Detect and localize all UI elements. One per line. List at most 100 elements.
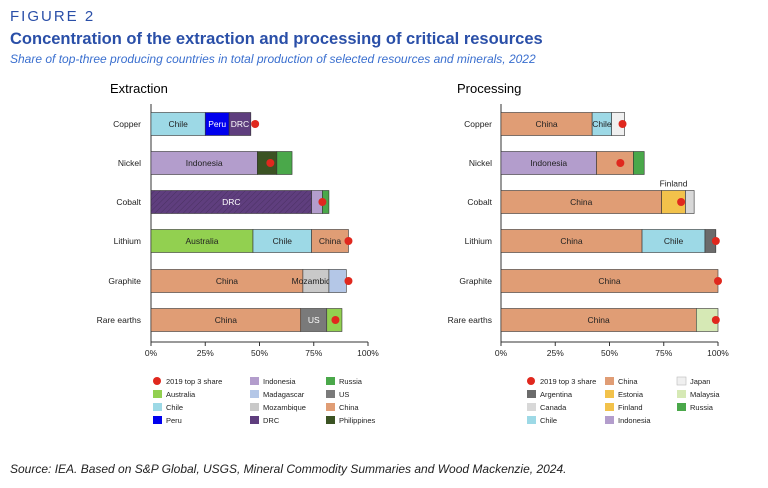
chart-processing-rare-earths-marker-2019	[711, 316, 720, 324]
chart-processing-legend-indonesia-swatch	[605, 416, 614, 424]
chart-processing-cobalt-annotation: Finland	[660, 179, 688, 189]
chart-processing-nickel-bar-label-indonesia: Indonesia	[530, 158, 567, 168]
chart-processing-legend-estonia-swatch	[605, 390, 614, 398]
chart-extraction-cobalt-marker-2019	[318, 198, 327, 206]
chart-processing-nickel-marker-2019	[616, 159, 625, 167]
chart-extraction-legend-australia-swatch	[153, 390, 162, 398]
chart-processing-cobalt-category-label: Cobalt	[467, 197, 492, 207]
chart-processing-legend-2019-top-3-share-label: 2019 top 3 share	[540, 377, 596, 386]
chart-processing-lithium-marker-2019	[711, 237, 720, 245]
chart-processing-legend-china-label: China	[618, 377, 638, 386]
chart-extraction-lithium-marker-2019	[344, 237, 353, 245]
chart-processing-cobalt-bar-label-china: China	[570, 197, 592, 207]
chart-extraction-legend-madagascar-swatch	[250, 390, 259, 398]
figure-subtitle: Share of top-three producing countries i…	[10, 52, 536, 66]
chart-processing-graphite-marker-2019	[714, 277, 722, 285]
chart-extraction-graphite-bar-label-china: China	[216, 276, 238, 286]
chart-processing-x-tick-label: 75%	[655, 348, 672, 358]
figure-title: Concentration of the extraction and proc…	[10, 30, 543, 48]
chart-processing-legend-canada-label: Canada	[540, 403, 567, 412]
chart-processing-rare-earths-bar-label-china: China	[588, 315, 610, 325]
chart-extraction-legend-russia-swatch	[326, 377, 335, 385]
chart-processing-copper-bar-label-china: China	[535, 119, 557, 129]
chart-processing-nickel-bar-china	[596, 151, 634, 175]
chart-processing-legend-canada-swatch	[527, 403, 536, 411]
chart-extraction-legend-chile-label: Chile	[166, 403, 183, 412]
chart-processing-legend-finland-swatch	[605, 403, 614, 411]
chart-processing-legend-argentina-swatch	[527, 390, 536, 398]
chart-extraction-copper-bar-label-chile: Chile	[168, 119, 188, 129]
chart-processing-legend-japan-label: Japan	[690, 377, 710, 386]
chart-processing-legend-china-swatch	[605, 377, 614, 385]
chart-processing-legend-chile-label: Chile	[540, 416, 557, 425]
chart-extraction-legend-2019-top-3-share-swatch	[153, 377, 161, 385]
chart-extraction-legend-peru-label: Peru	[166, 416, 182, 425]
chart-extraction-x-tick-label: 75%	[305, 348, 322, 358]
chart-extraction-legend-mozambique-label: Mozambique	[263, 403, 306, 412]
chart-processing-legend-chile-swatch	[527, 416, 536, 424]
chart-extraction-x-tick-label: 100%	[357, 348, 379, 358]
chart-processing-x-tick-label: 50%	[601, 348, 618, 358]
chart-extraction-copper-bar-drc	[228, 112, 252, 136]
chart-processing-legend-malaysia-swatch	[677, 390, 686, 398]
chart-processing-legend-malaysia-label: Malaysia	[690, 390, 720, 399]
chart-extraction-copper-bar-label-peru: Peru	[208, 119, 226, 129]
chart-extraction-legend-indonesia-swatch	[250, 377, 259, 385]
chart-extraction-nickel-bar-label-indonesia: Indonesia	[186, 158, 223, 168]
chart-extraction-graphite-bar-madagascar	[328, 269, 347, 293]
chart-processing-title: Processing	[457, 81, 521, 96]
chart-extraction-nickel-marker-2019	[266, 159, 275, 167]
chart-extraction-legend-china-swatch	[326, 403, 335, 411]
chart-extraction-legend-australia-label: Australia	[166, 390, 196, 399]
chart-extraction-legend-us-swatch	[326, 390, 335, 398]
chart-extraction-legend-drc-label: DRC	[263, 416, 280, 425]
chart-processing-nickel-bar-russia	[633, 151, 645, 175]
chart-processing-copper-bar-label-chile: Chile	[592, 119, 612, 129]
chart-processing-x-tick-label: 25%	[547, 348, 564, 358]
chart-extraction-legend-philippines-label: Philippines	[339, 416, 376, 425]
chart-extraction-rare-earths-bar-label-us: US	[308, 315, 320, 325]
chart-processing-legend-russia-label: Russia	[690, 403, 714, 412]
chart-extraction-legend-philippines-swatch	[326, 416, 335, 424]
chart-extraction-cobalt-category-label: Cobalt	[116, 197, 141, 207]
chart-extraction-copper-bar-label-drc: DRC	[231, 119, 249, 129]
chart-extraction-rare-earths-marker-2019	[331, 316, 340, 324]
chart-processing-lithium-category-label: Lithium	[465, 236, 492, 246]
figure-label: FIGURE 2	[10, 8, 96, 25]
source-note: Source: IEA. Based on S&P Global, USGS, …	[10, 462, 567, 476]
chart-extraction-graphite-category-label: Graphite	[108, 276, 141, 286]
chart-extraction-x-tick-label: 50%	[251, 348, 268, 358]
chart-processing-legend-russia-swatch	[677, 403, 686, 411]
chart-extraction-legend-us-label: US	[339, 390, 349, 399]
chart-extraction-cobalt-bar-hatch	[151, 190, 312, 214]
chart-extraction-x-tick-label: 25%	[197, 348, 214, 358]
chart-extraction-legend-russia-label: Russia	[339, 377, 363, 386]
chart-extraction-legend-china-label: China	[339, 403, 359, 412]
chart-extraction-rare-earths-bar-label-china: China	[215, 315, 237, 325]
chart-extraction-legend-indonesia-label: Indonesia	[263, 377, 296, 386]
chart-processing-copper-category-label: Copper	[464, 119, 492, 129]
chart-extraction-legend-madagascar-label: Madagascar	[263, 390, 305, 399]
chart-processing-x-tick-label: 100%	[707, 348, 729, 358]
chart-processing-graphite-bar-label-china: China	[598, 276, 620, 286]
chart-processing-x-tick-label: 0%	[495, 348, 508, 358]
chart-extraction-legend-mozambique-swatch	[250, 403, 259, 411]
chart-extraction-cobalt-bar-label-drc: DRC	[222, 197, 240, 207]
chart-processing-rare-earths-category-label: Rare earths	[448, 315, 492, 325]
chart-extraction-legend-peru-swatch	[153, 416, 162, 424]
chart-processing-graphite-category-label: Graphite	[459, 276, 492, 286]
chart-extraction-nickel-category-label: Nickel	[118, 158, 141, 168]
chart-extraction-lithium-bar-label-china: China	[319, 236, 341, 246]
chart-processing-legend-argentina-label: Argentina	[540, 390, 573, 399]
chart-processing-cobalt-bar-canada	[685, 190, 695, 214]
chart-processing-lithium-bar-label-chile: Chile	[664, 236, 684, 246]
chart-extraction-x-tick-label: 0%	[145, 348, 158, 358]
chart-extraction-lithium-category-label: Lithium	[114, 236, 141, 246]
chart-extraction-legend-chile-swatch	[153, 403, 162, 411]
chart-processing-legend-finland-label: Finland	[618, 403, 643, 412]
chart-extraction-graphite-marker-2019	[344, 277, 353, 285]
chart-extraction-graphite-bar-label-mozambique: Mozambique	[292, 276, 341, 286]
chart-processing-copper-marker-2019	[618, 120, 627, 128]
chart-extraction-nickel-bar-russia	[276, 151, 293, 175]
